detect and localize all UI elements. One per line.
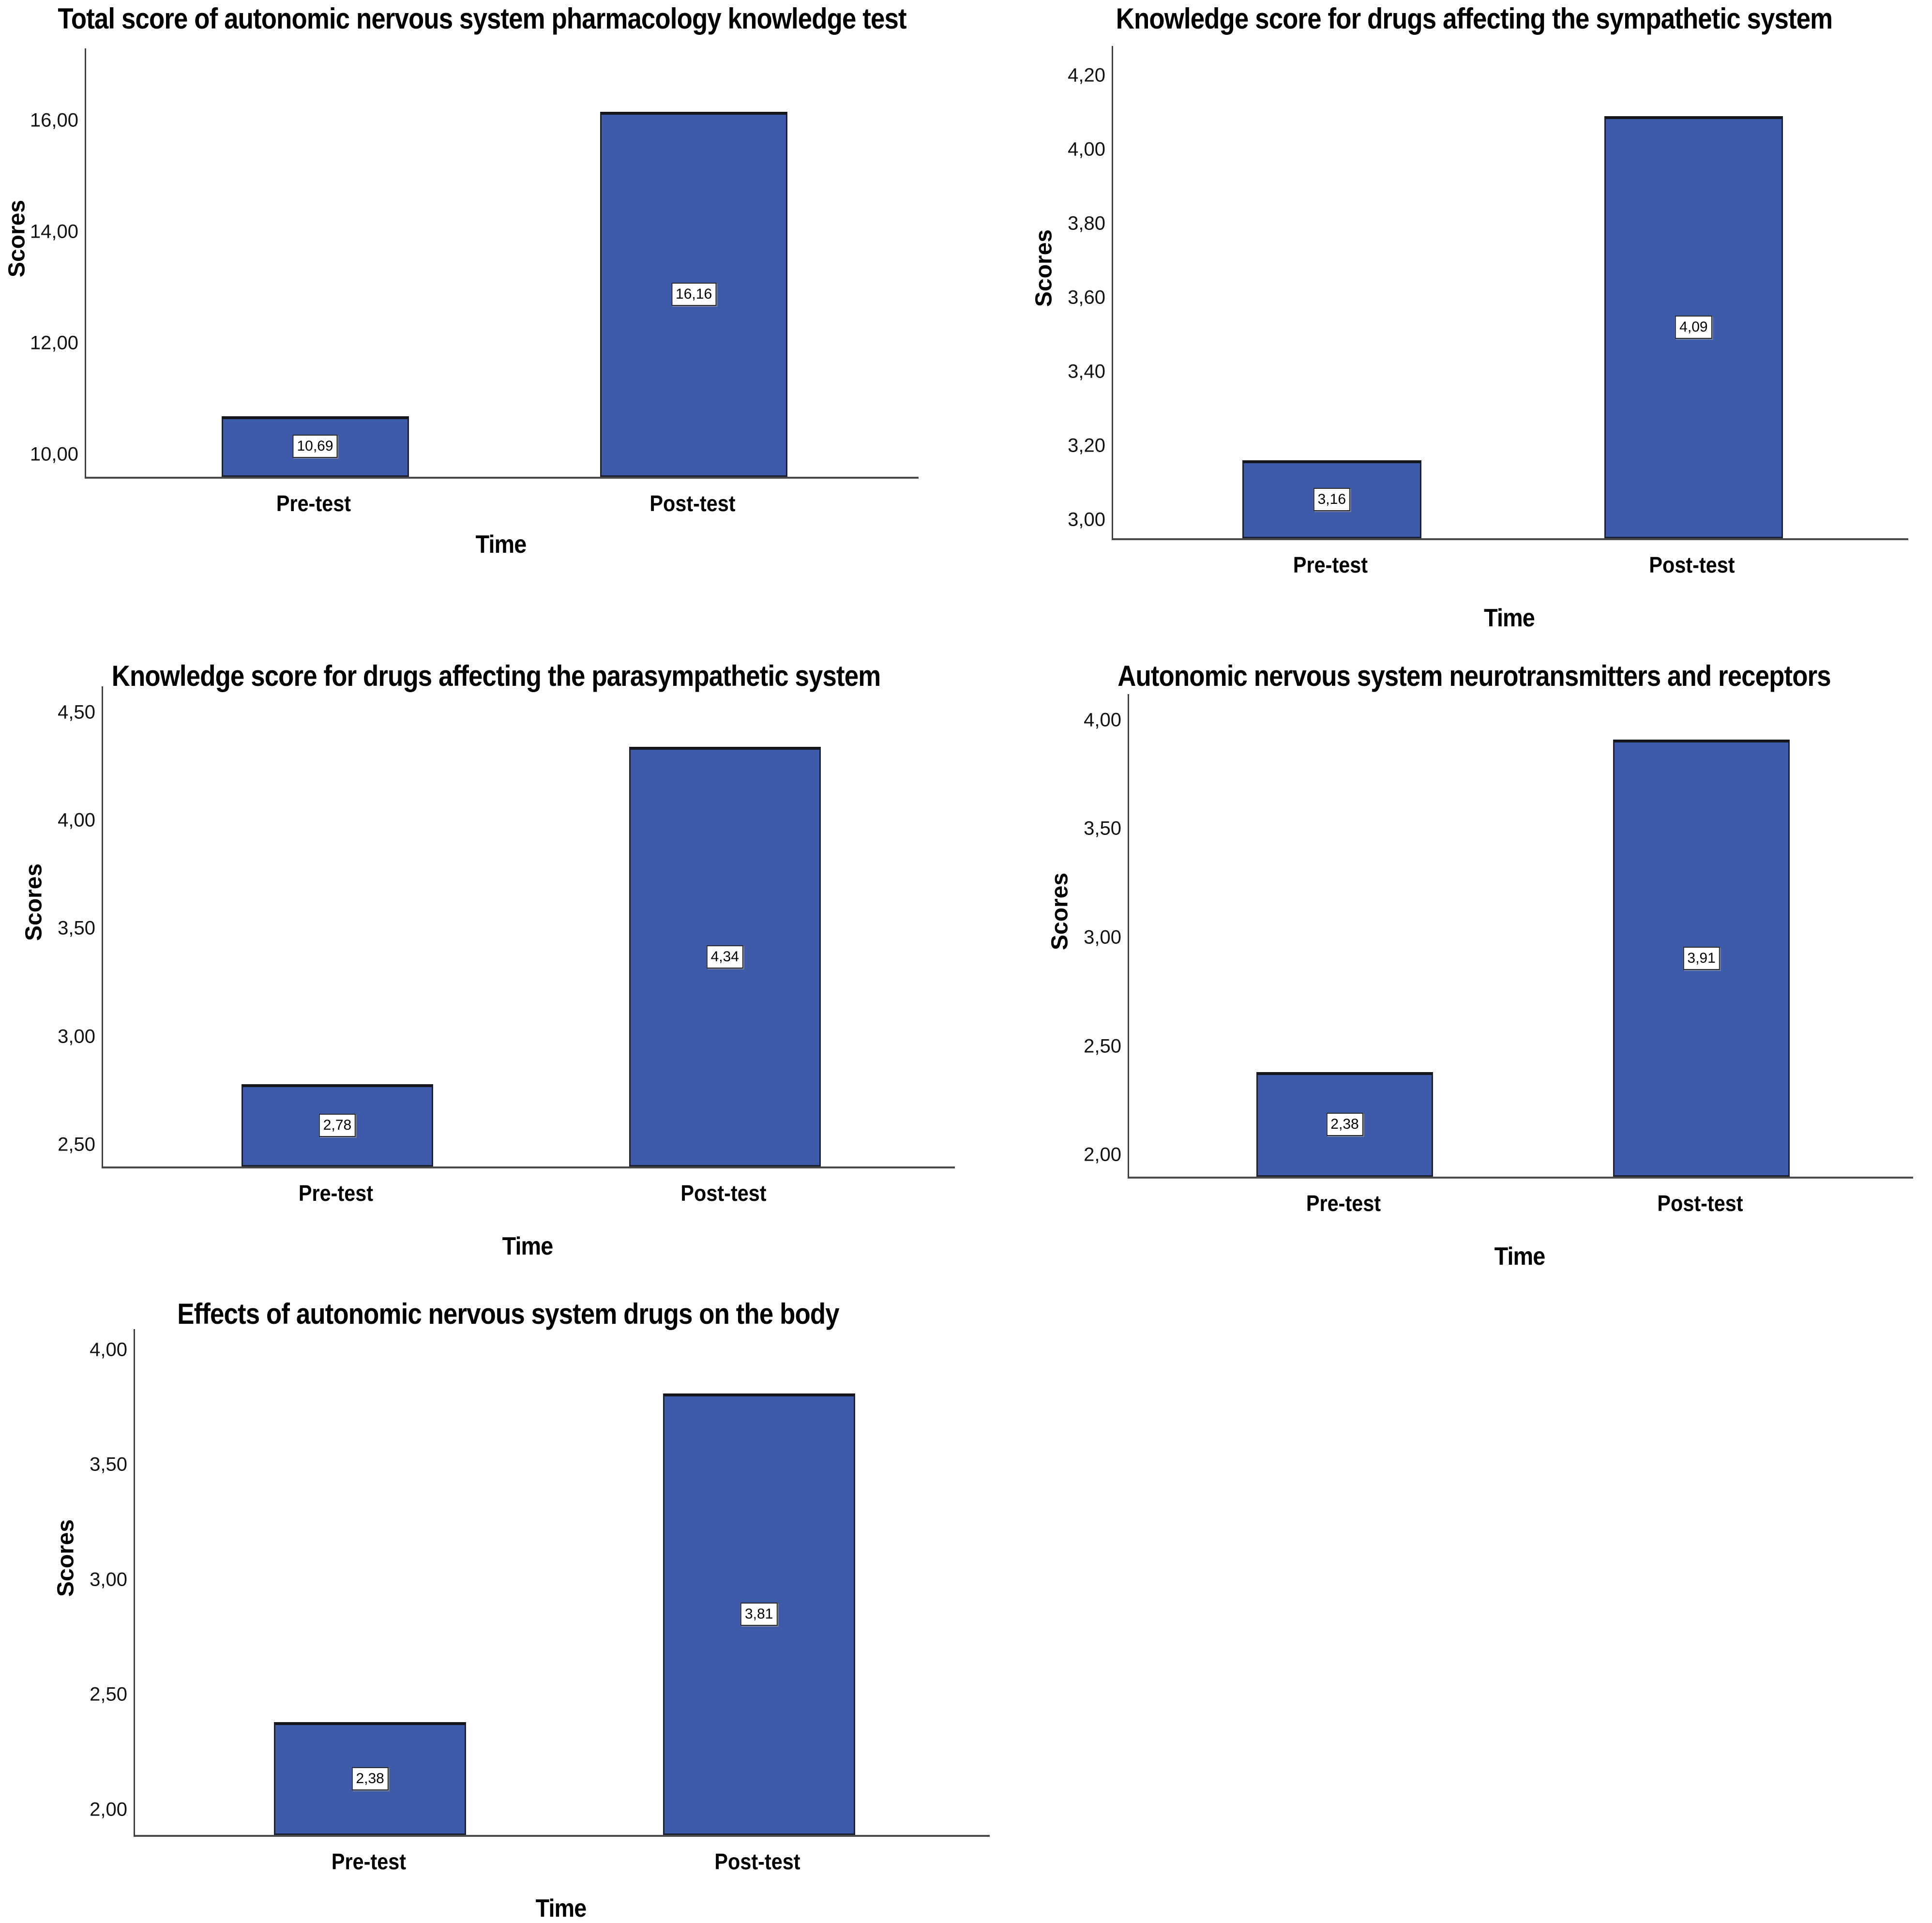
x-axis-label: Time <box>475 530 527 559</box>
bar-value-label: 16,16 <box>671 283 717 306</box>
y-tick-label: 2,50 <box>1084 1035 1121 1057</box>
y-tick-label: 2,50 <box>58 1134 95 1155</box>
plot-area: 4,20 4,00 3,80 3,60 3,40 3,20 3,00 3,16 4,09 <box>1068 46 1908 540</box>
y-tick-label: 3,40 <box>1068 361 1105 382</box>
x-tick-label-post-test: Post-test <box>1649 552 1735 577</box>
chart-title: Effects of autonomic nervous system drug… <box>177 1298 839 1330</box>
x-axis-label: Time <box>502 1232 554 1260</box>
y-tick-label: 3,00 <box>58 1026 95 1047</box>
y-tick-label: 3,00 <box>1068 509 1105 530</box>
x-tick-label-pre-test: Pre-test <box>1306 1191 1381 1216</box>
x-tick-label-pre-test: Pre-test <box>331 1849 406 1874</box>
chart-total-score: Total score of autonomic nervous system … <box>0 0 963 605</box>
chart-title: Total score of autonomic nervous system … <box>58 2 906 35</box>
x-tick-label-post-test: Post-test <box>714 1849 800 1874</box>
y-tick-label: 4,50 <box>58 701 95 723</box>
bar-value-label: 2,38 <box>351 1767 389 1790</box>
x-tick-label-pre-test: Pre-test <box>276 491 351 516</box>
chart-title: Knowledge score for drugs affecting the … <box>1116 2 1833 35</box>
x-tick-label-post-test: Post-test <box>680 1181 767 1206</box>
chart-neurotransmitters: Autonomic nervous system neurotransmitte… <box>1016 653 1932 1283</box>
y-axis-label: Scores <box>4 199 30 277</box>
y-tick-label: 3,00 <box>90 1569 127 1590</box>
y-tick-label: 3,50 <box>1084 818 1121 839</box>
x-tick-label-pre-test: Pre-test <box>298 1181 374 1206</box>
chart-parasympathetic: Knowledge score for drugs affecting the … <box>0 653 992 1283</box>
bar-value-label: 10,69 <box>292 435 338 458</box>
y-axis-label: Scores <box>1031 229 1057 307</box>
plot-area: 4,50 4,00 3,50 3,00 2,50 2,78 4,34 <box>58 686 955 1168</box>
y-tick-label: 3,20 <box>1068 435 1105 456</box>
y-tick-label: 4,00 <box>1068 138 1105 160</box>
y-tick-label: 10,00 <box>30 443 78 465</box>
plot-area: 4,00 3,50 3,00 2,50 2,00 2,38 3,91 <box>1084 694 1913 1179</box>
x-tick-label-post-test: Post-test <box>1657 1191 1743 1216</box>
y-tick-label: 3,60 <box>1068 287 1105 308</box>
chart-sympathetic: Knowledge score for drugs affecting the … <box>1016 0 1932 649</box>
y-axis-label: Scores <box>53 1519 79 1597</box>
y-tick-label: 4,00 <box>1084 709 1121 731</box>
y-tick-label: 3,50 <box>90 1454 127 1475</box>
x-axis-label: Time <box>1484 604 1535 632</box>
y-tick-label: 2,50 <box>90 1683 127 1705</box>
y-axis-label: Scores <box>21 863 47 941</box>
bar-value-label: 2,78 <box>318 1114 356 1137</box>
y-tick-label: 14,00 <box>30 221 78 242</box>
bar-value-label: 3,81 <box>740 1603 778 1626</box>
y-tick-label: 16,00 <box>30 109 78 131</box>
chart-title: Knowledge score for drugs affecting the … <box>111 660 881 692</box>
bar-value-label: 2,38 <box>1326 1113 1363 1136</box>
y-tick-label: 4,00 <box>58 809 95 831</box>
x-axis-label: Time <box>1494 1242 1546 1271</box>
bar-value-label: 4,09 <box>1675 316 1712 339</box>
plot-area: 4,00 3,50 3,00 2,50 2,00 2,38 3,81 <box>90 1329 990 1837</box>
bar-post-test <box>663 1393 855 1835</box>
y-tick-label: 4,00 <box>90 1339 127 1361</box>
y-axis-label: Scores <box>1047 872 1073 950</box>
x-tick-label-pre-test: Pre-test <box>1293 552 1368 577</box>
bar-value-label: 3,16 <box>1313 487 1351 511</box>
x-axis-label: Time <box>535 1894 587 1923</box>
chart-title: Autonomic nervous system neurotransmitte… <box>1117 660 1831 692</box>
y-tick-label: 3,50 <box>58 917 95 939</box>
y-tick-label: 2,00 <box>1084 1144 1121 1166</box>
y-tick-label: 3,00 <box>1084 926 1121 948</box>
y-tick-label: 4,20 <box>1068 64 1105 86</box>
bar-value-label: 3,91 <box>1683 946 1720 970</box>
y-tick-label: 3,80 <box>1068 212 1105 234</box>
x-tick-label-post-test: Post-test <box>649 491 736 516</box>
bar-value-label: 4,34 <box>706 945 743 969</box>
chart-effects-on-body: Effects of autonomic nervous system drug… <box>0 1283 1016 1923</box>
plot-area: 16,00 14,00 12,00 10,00 10,69 16,16 <box>30 48 919 479</box>
y-tick-label: 2,00 <box>90 1799 127 1820</box>
y-tick-label: 12,00 <box>30 332 78 354</box>
